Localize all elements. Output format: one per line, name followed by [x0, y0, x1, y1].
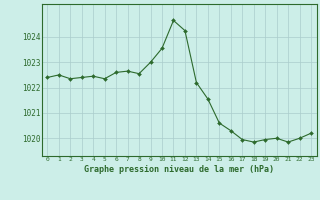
X-axis label: Graphe pression niveau de la mer (hPa): Graphe pression niveau de la mer (hPa)	[84, 165, 274, 174]
